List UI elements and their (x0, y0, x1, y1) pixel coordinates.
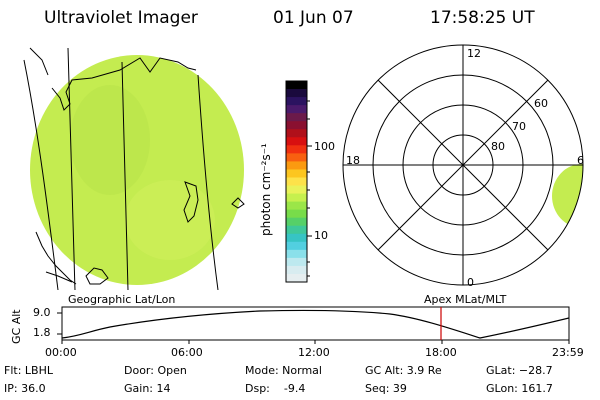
coastline-3 (183, 181, 199, 223)
meridian-line-1 (23, 59, 59, 290)
coastline-5 (35, 231, 77, 285)
status-filter: Flt: LBHL (4, 364, 53, 377)
altitude-curve (62, 309, 569, 339)
mlat-label-60: 60 (534, 97, 548, 110)
status-seq: Seq: 39 (365, 382, 407, 395)
color-bar-cell (286, 177, 307, 187)
color-bar-cell (286, 233, 307, 243)
colorbar-tick-10: 10 (314, 229, 328, 242)
status-glon: GLon: 161.7 (486, 382, 553, 395)
date-label: 01 Jun 07 (273, 8, 354, 28)
color-bar-cell (286, 217, 307, 227)
color-bar-cell (286, 113, 307, 122)
mlat-label-80: 80 (491, 140, 505, 153)
coastline-2 (51, 57, 197, 111)
orbit-xtick-3: 18:00 (425, 346, 457, 359)
orbit-ytick-top: 9.0 (33, 306, 51, 319)
color-bar-cell (286, 105, 307, 114)
meridian-line-2 (67, 47, 76, 290)
time-label: 17:58:25 UT (430, 8, 535, 28)
orbit-altitude-plot (57, 306, 570, 344)
polar-plot (342, 44, 584, 286)
status-gain: Gain: 14 (124, 382, 171, 395)
color-bar-cell (286, 81, 307, 90)
orbit-ytick-bottom: 1.8 (33, 326, 51, 339)
polar-panel-caption: Apex MLat/MLT (424, 293, 507, 306)
color-bar-frame (285, 80, 308, 283)
meridian-line-3 (121, 61, 129, 290)
orbit-xtick-2: 12:00 (298, 346, 330, 359)
color-bar-cell (286, 97, 307, 106)
coastline-1 (29, 47, 49, 76)
color-bar-cell (286, 193, 307, 203)
orbit-xtick-1: 06:00 (171, 346, 203, 359)
mlat-label-70: 70 (512, 120, 526, 133)
color-bar-cell (286, 137, 307, 146)
colorbar-unit-label: photon cm⁻²s⁻¹ (259, 143, 273, 236)
emission-shade-b (125, 180, 215, 260)
polar-emission-patch (552, 164, 583, 228)
color-bar-cell (286, 249, 307, 259)
status-gc-alt: GC Alt: 3.9 Re (365, 364, 442, 377)
status-dsp: Dsp: -9.4 (245, 382, 306, 395)
color-bar-cell (286, 153, 307, 162)
app-title: Ultraviolet Imager (44, 8, 198, 28)
mlt-diagonal-2 (377, 79, 549, 251)
color-bar-cell (286, 201, 307, 211)
orbit-xtick-4: 23:59 (552, 346, 584, 359)
color-bar-cell (286, 257, 307, 267)
coastline-6 (85, 267, 109, 285)
geo-panel-caption: Geographic Lat/Lon (68, 293, 176, 306)
geo-image-panel (23, 47, 245, 290)
color-scale-bar (285, 80, 312, 283)
color-bar-cell (286, 121, 307, 130)
mlt-label-18: 18 (346, 154, 360, 167)
color-bar-cell (286, 185, 307, 195)
mlt-label-6: 6 (577, 154, 584, 167)
coastline-4 (231, 197, 245, 209)
status-glat: GLat: −28.7 (486, 364, 553, 377)
emission-shade-a (70, 85, 150, 195)
color-bar-cell (286, 209, 307, 219)
status-ip: IP: 36.0 (4, 382, 46, 395)
color-bar-cell (286, 225, 307, 235)
color-bar-cell (286, 241, 307, 251)
orbit-ylabel: GC Alt (10, 309, 23, 344)
orbit-xtick-0: 00:00 (45, 346, 77, 359)
mlt-label-12: 12 (467, 47, 481, 60)
color-bar-cell (286, 273, 307, 283)
color-bar-cell (286, 145, 307, 154)
coastline-7 (45, 271, 73, 283)
color-bar-cell (286, 161, 307, 171)
status-door: Door: Open (124, 364, 187, 377)
meridian-line-4 (197, 74, 219, 290)
color-bar-cell (286, 265, 307, 275)
color-bar-cell (286, 169, 307, 179)
colorbar-tick-100: 100 (314, 140, 335, 153)
color-bar-cell (286, 129, 307, 138)
status-mode: Mode: Normal (245, 364, 322, 377)
color-bar-cell (286, 89, 307, 98)
mlt-label-0: 0 (467, 276, 474, 289)
